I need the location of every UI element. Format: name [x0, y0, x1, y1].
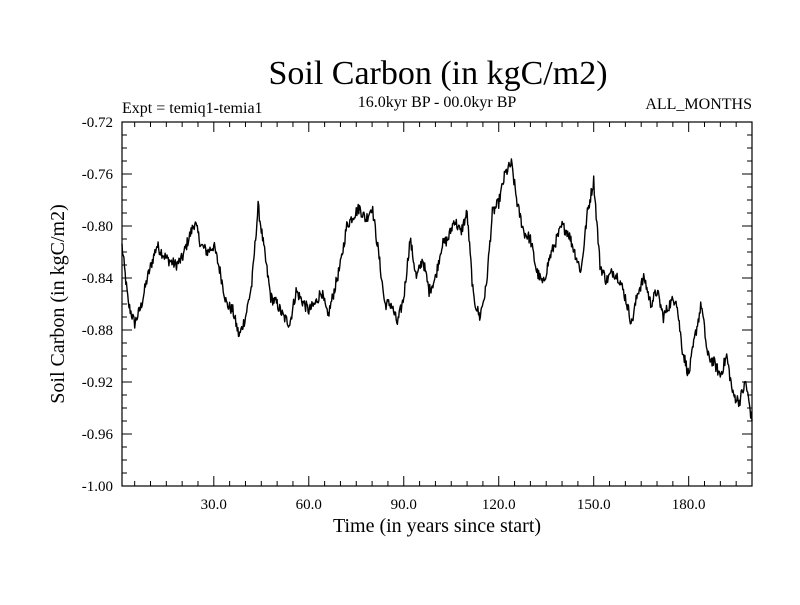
y-tick-label: -0.84 — [82, 271, 114, 287]
soil-carbon-series-line — [121, 158, 753, 422]
y-tick-label: -0.92 — [82, 375, 113, 391]
x-tick-label: 180.0 — [672, 497, 706, 513]
y-tick-label: -0.96 — [82, 427, 114, 443]
x-tick-label: 60.0 — [296, 497, 322, 513]
x-axis-tick-labels: 30.0 60.0 90.0 120.0 150.0 180.0 — [201, 497, 706, 513]
x-tick-label: 90.0 — [391, 497, 417, 513]
y-tick-label: -0.80 — [82, 219, 113, 235]
experiment-label: Expt = temiq1-temia1 — [122, 100, 263, 117]
y-axis-label: Soil Carbon (in kgC/m2) — [47, 204, 69, 403]
y-tick-label: -0.72 — [82, 115, 113, 131]
time-range-label: 16.0kyr BP - 00.0kyr BP — [358, 94, 517, 111]
months-label: ALL_MONTHS — [645, 96, 752, 113]
chart-title: Soil Carbon (in kgC/m2) — [268, 55, 607, 92]
x-axis-label: Time (in years since start) — [333, 515, 541, 537]
y-tick-label: -0.76 — [82, 167, 114, 183]
y-tick-label: -1.00 — [82, 479, 113, 495]
plot-frame — [121, 121, 753, 487]
y-axis-ticks — [122, 121, 752, 487]
x-axis-ticks — [134, 122, 737, 486]
x-tick-label: 120.0 — [482, 497, 516, 513]
y-axis-tick-labels: -0.72 -0.76 -0.80 -0.84 -0.88 -0.92 -0.96 -1.00 — [82, 115, 114, 495]
y-tick-label: -0.88 — [82, 323, 113, 339]
x-tick-label: 150.0 — [577, 497, 611, 513]
x-tick-label: 30.0 — [201, 497, 227, 513]
